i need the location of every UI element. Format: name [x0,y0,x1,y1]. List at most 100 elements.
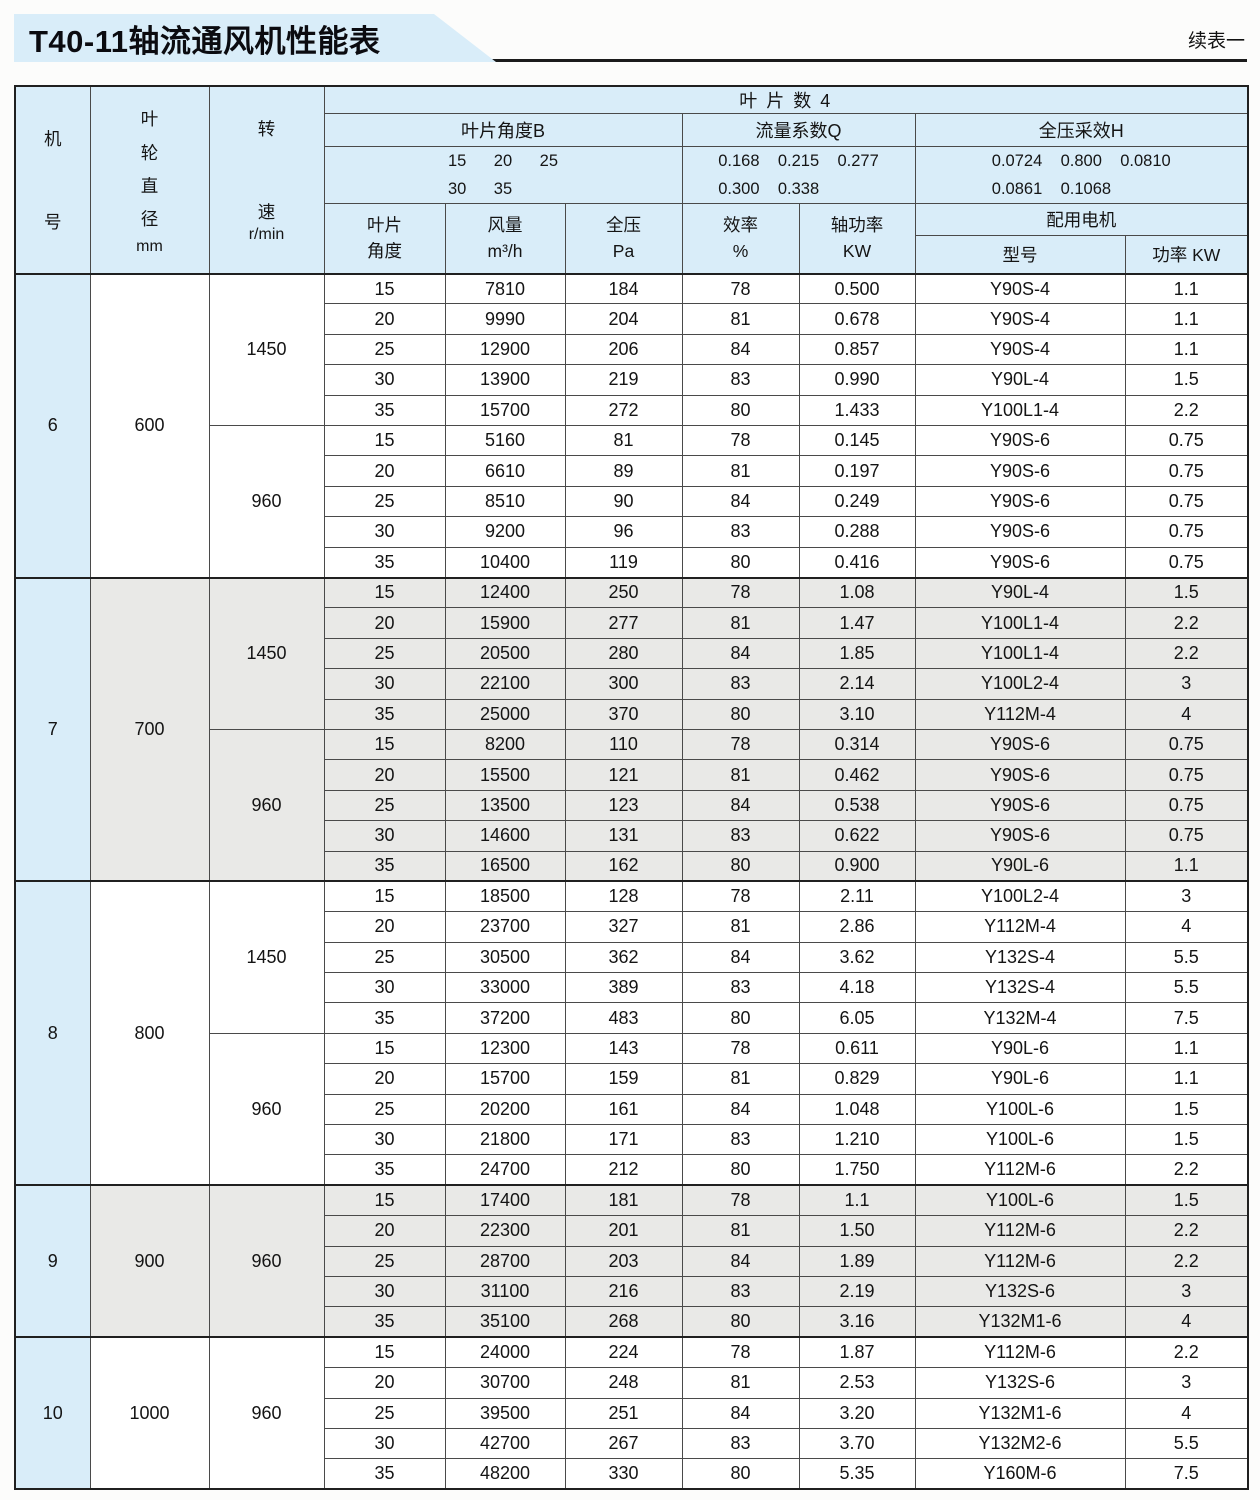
table-row: 20 15500 121 81 0.462 Y90S-6 0.75 [15,759,1249,791]
motor-power-cell: 1.5 [1124,364,1249,396]
table-row: 8 800 1450 15 18500 128 78 2.11 Y100L2-4 3 [14,880,1249,1186]
total-pressure-cell: 362 [564,941,683,974]
shaft-power-cell: 0.416 [798,546,916,579]
machine-col-char-bottom: 号 [44,211,62,232]
shaft-power-cell: 0.857 [798,333,916,366]
table-row: 7 700 1450 15 12400 250 78 1.08 Y90L-4 1.5 [14,576,1249,882]
total-pressure-cell: 327 [564,911,683,943]
motor-power-cell: 5.5 [1124,941,1249,974]
total-pressure-cell: 161 [564,1093,683,1126]
airflow-cell: 24700 [444,1154,566,1186]
diameter-cell: 800 [89,880,210,1186]
table-row: 35 16500 162 80 0.900 Y90L-6 1.1 [15,850,1249,882]
motor-power-cell: 0.75 [1124,485,1249,518]
blade-angle-cell: 35 [323,546,446,579]
motor-model-cell: Y100L-6 [914,1184,1126,1217]
motor-power-cell: 1.1 [1124,272,1249,305]
blade-angle-cell: 20 [323,1215,446,1247]
motor-model-cell: Y90L-4 [914,576,1126,609]
efficiency-cell: 84 [681,1245,800,1277]
table-row: 6 600 1450 15 7810 184 78 0.500 Y90S-4 1.1 [14,272,1249,578]
efficiency-cell: 81 [681,455,800,487]
machine-number-cell: 8 [14,880,91,1186]
motor-model-cell: Y132S-6 [914,1275,1126,1308]
pressure-coeff-values-text: 0.0724 0.800 0.0810 0.0861 0.1068 [991,152,1171,199]
table-row: 30 31100 216 83 2.19 Y132S-6 3 [15,1275,1249,1308]
shaft-power-cell: 1.750 [798,1154,916,1186]
efficiency-cell: 78 [681,1032,800,1065]
header-flow-coeff-group: 流量系数Q [681,113,916,147]
motor-model-cell: Y160M-6 [914,1458,1126,1490]
airflow-cell: 31100 [444,1275,566,1308]
airflow-cell: 8200 [444,728,566,761]
blade-angle-cell: 30 [323,972,446,1004]
motor-model-cell: Y132M1-6 [914,1397,1126,1429]
table-row: 960 15 12300 143 78 0.611 Y90L-6 1.1 [15,1032,1249,1186]
efficiency-cell: 78 [681,1184,800,1217]
total-pressure-cell: 483 [564,1002,683,1034]
motor-model-cell: Y90L-6 [914,1063,1126,1095]
efficiency-cell: 78 [681,728,800,761]
total-pressure-cell: 251 [564,1397,683,1429]
efficiency-cell: 83 [681,1124,800,1156]
motor-model-cell: Y112M-6 [914,1245,1126,1277]
header-blade-angle-group: 叶片角度B [323,113,683,147]
motor-model-cell: Y132M-4 [914,1002,1126,1034]
airflow-cell: 15700 [444,1063,566,1095]
motor-power-cell: 5.5 [1124,1427,1249,1460]
shaft-power-cell: 1.47 [798,607,916,639]
blade-angle-cell: 30 [323,1275,446,1308]
motor-model-cell: Y90S-6 [914,516,1126,548]
total-pressure-cell: 267 [564,1427,683,1460]
total-pressure-cell: 90 [564,485,683,518]
table-row: 20 9990 204 81 0.678 Y90S-4 1.1 [15,303,1249,335]
airflow-cell: 20500 [444,637,566,670]
airflow-cell: 15900 [444,607,566,639]
motor-power-cell: 2.2 [1124,637,1249,670]
table-row: 35 15700 272 80 1.433 Y100L1-4 2.2 [15,394,1249,427]
blade-angle-cell: 30 [323,364,446,396]
shaft-power-cell: 0.288 [798,516,916,548]
efficiency-cell: 78 [681,272,800,305]
airflow-cell: 28700 [444,1245,566,1277]
efficiency-cell: 81 [681,911,800,943]
motor-power-cell: 7.5 [1124,1458,1249,1490]
blade-angle-cell: 20 [323,303,446,335]
blade-angle-cell: 25 [323,485,446,518]
airflow-cell: 42700 [444,1427,566,1460]
efficiency-cell: 83 [681,972,800,1004]
motor-model-cell: Y112M-4 [914,911,1126,943]
header-blade-angle-col: 叶片 角度 [323,203,446,275]
motor-power-cell: 1.5 [1124,1184,1249,1217]
motor-power-cell: 0.75 [1124,516,1249,548]
shaft-power-cell: 0.678 [798,303,916,335]
motor-power-cell: 0.75 [1124,759,1249,791]
airflow-cell: 12400 [444,576,566,609]
motor-model-cell: Y112M-6 [914,1336,1126,1369]
motor-model-cell: Y90S-6 [914,455,1126,487]
total-pressure-cell: 389 [564,972,683,1004]
motor-model-cell: Y132S-4 [914,972,1126,1004]
motor-power-cell: 3 [1124,880,1249,913]
table-row: 20 22300 201 81 1.50 Y112M-6 2.2 [15,1215,1249,1247]
blade-angle-cell: 35 [323,850,446,882]
total-pressure-cell: 224 [564,1336,683,1369]
blade-angle-cell: 25 [323,1093,446,1126]
table-row: 20 23700 327 81 2.86 Y112M-4 4 [15,911,1249,943]
blade-angle-cell: 35 [323,1458,446,1490]
motor-model-cell: Y100L1-4 [914,394,1126,427]
table-row: 25 20500 280 84 1.85 Y100L1-4 2.2 [15,637,1249,670]
airflow-cell: 14600 [444,820,566,852]
motor-model-cell: Y90S-4 [914,272,1126,305]
total-pressure-cell: 277 [564,607,683,639]
blade-angle-cell: 20 [323,1367,446,1399]
airflow-cell: 30500 [444,941,566,974]
motor-model-cell: Y100L-6 [914,1093,1126,1126]
motor-power-cell: 4 [1124,1306,1249,1338]
motor-power-cell: 1.5 [1124,576,1249,609]
efficiency-cell: 80 [681,1002,800,1034]
efficiency-cell: 80 [681,1306,800,1338]
motor-model-cell: Y90L-4 [914,364,1126,396]
motor-model-cell: Y90S-4 [914,303,1126,335]
